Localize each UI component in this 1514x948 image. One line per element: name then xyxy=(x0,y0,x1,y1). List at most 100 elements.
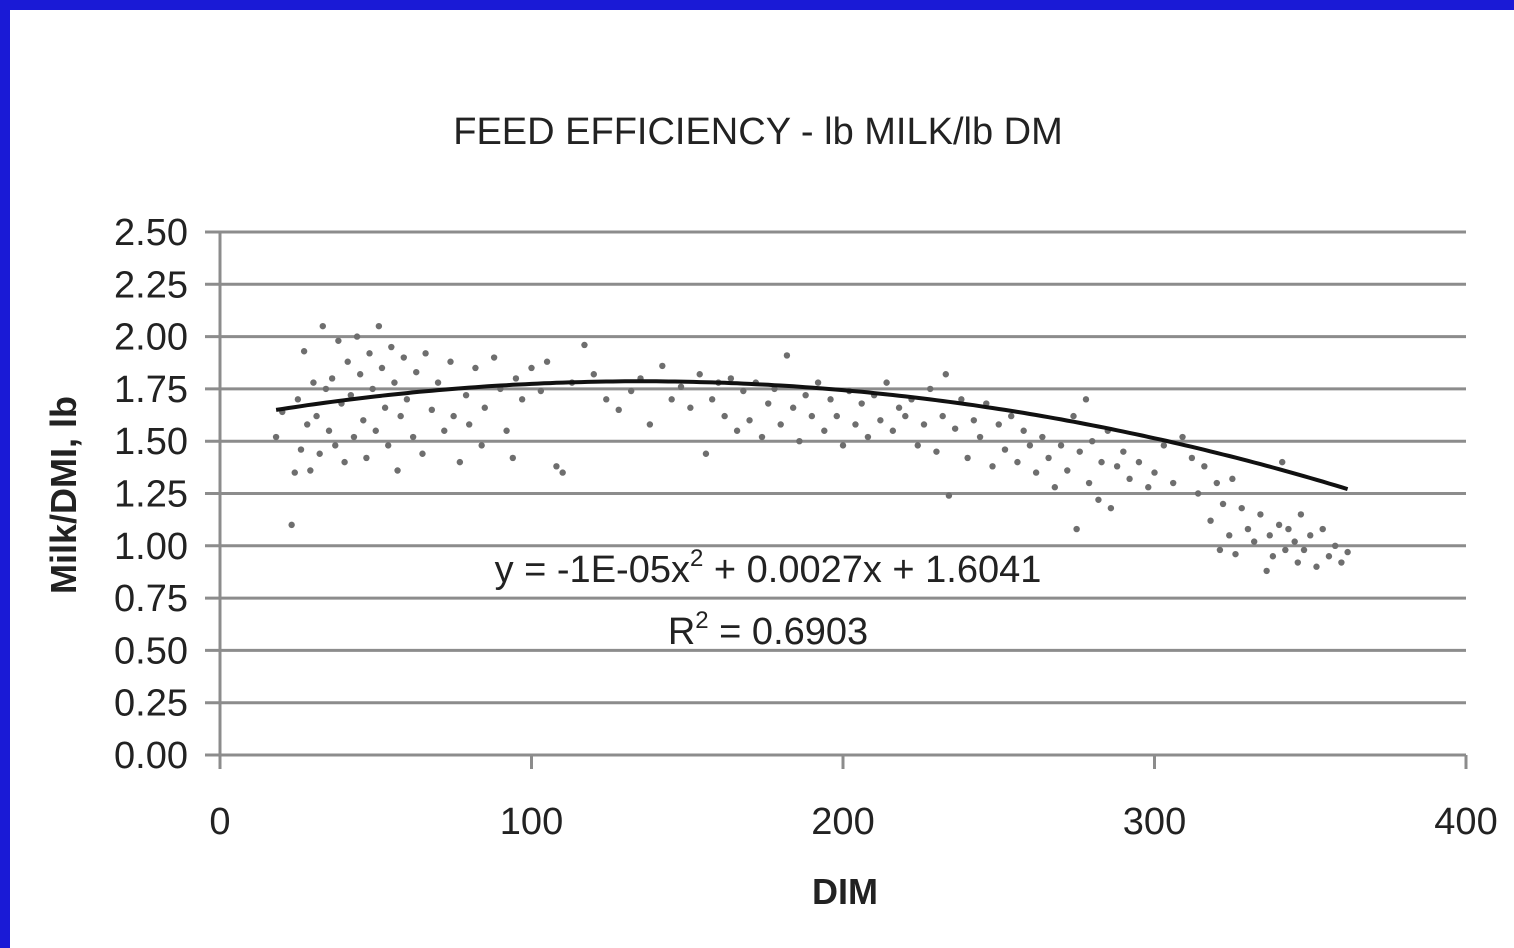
data-point xyxy=(503,427,510,434)
x-tick-label: 400 xyxy=(1434,801,1497,843)
data-point xyxy=(789,404,797,411)
x-tick-label: 100 xyxy=(500,801,563,843)
data-point xyxy=(877,417,884,424)
data-point xyxy=(397,412,404,420)
data-point xyxy=(1151,469,1158,476)
data-point xyxy=(1219,500,1227,508)
data-point xyxy=(1020,427,1027,434)
data-point xyxy=(702,450,710,457)
data-point xyxy=(360,417,367,424)
data-point xyxy=(394,467,401,474)
data-point xyxy=(1226,532,1233,539)
data-point xyxy=(332,442,339,449)
data-point xyxy=(335,337,342,344)
y-tick-labels: 0.00 0.25 0.50 0.75 1.00 1.25 1.50 1.75 2.00 2.25… xyxy=(114,212,188,777)
data-point xyxy=(353,333,361,340)
r2-rest: = 0.6903 xyxy=(709,611,869,653)
data-point xyxy=(478,442,485,449)
data-point xyxy=(895,404,903,411)
data-point xyxy=(381,404,389,411)
data-point xyxy=(976,433,984,441)
data-point xyxy=(450,412,457,420)
data-point xyxy=(363,454,370,462)
data-point xyxy=(777,421,784,428)
data-point xyxy=(771,385,778,393)
data-point xyxy=(1126,475,1133,483)
chart-title: FEED EFFICIENCY - lb MILK/lb DM xyxy=(453,111,1063,153)
gridlines xyxy=(205,230,1466,757)
data-point xyxy=(1089,438,1096,445)
data-point xyxy=(512,375,520,382)
data-point xyxy=(1263,567,1270,575)
data-point xyxy=(864,433,872,441)
data-point xyxy=(1095,496,1102,503)
data-point xyxy=(356,371,364,378)
chart-frame: FEED EFFICIENCY - lb MILK/lb DM 0.00 0.25… xyxy=(10,10,1514,948)
data-point xyxy=(687,404,694,411)
data-point xyxy=(366,350,373,357)
y-tick-label: 0.50 xyxy=(114,630,188,672)
data-point xyxy=(796,438,803,445)
data-point xyxy=(344,358,351,365)
data-point xyxy=(920,421,928,428)
data-point xyxy=(746,417,753,424)
data-point xyxy=(1297,511,1305,518)
r2-superscript: 2 xyxy=(695,607,708,634)
data-point xyxy=(481,404,488,411)
y-axis-label: Milk/DMI, lb xyxy=(43,396,84,594)
data-point xyxy=(1085,479,1093,487)
x-tick-label: 300 xyxy=(1123,801,1186,843)
data-point xyxy=(447,358,454,365)
data-point xyxy=(518,396,526,403)
data-point xyxy=(1026,442,1034,449)
data-point xyxy=(1282,546,1289,554)
data-point xyxy=(827,396,834,403)
data-point xyxy=(802,391,809,399)
data-point xyxy=(400,354,407,361)
x-tick-label: 200 xyxy=(811,801,874,843)
data-point xyxy=(466,421,473,428)
data-point xyxy=(322,385,330,393)
y-tick-label: 1.25 xyxy=(114,474,188,516)
y-tick-label: 1.00 xyxy=(114,526,188,568)
data-point xyxy=(1098,458,1105,466)
r-squared-label: R2 = 0.6903 xyxy=(668,607,868,653)
data-point xyxy=(528,364,535,372)
y-tick-label: 2.25 xyxy=(114,264,188,306)
data-point xyxy=(543,358,551,365)
data-point xyxy=(462,391,470,399)
data-point xyxy=(1082,396,1090,403)
data-point xyxy=(1160,442,1168,449)
data-point xyxy=(1039,433,1046,441)
data-point xyxy=(313,412,320,420)
data-point xyxy=(509,454,517,462)
data-point xyxy=(603,396,610,403)
data-point xyxy=(304,421,311,428)
equation-rest: + 0.0027x + 1.6041 xyxy=(703,549,1041,591)
data-point xyxy=(783,352,791,359)
data-point xyxy=(902,412,909,420)
data-point xyxy=(627,387,635,395)
data-point xyxy=(945,492,953,499)
data-point xyxy=(1307,532,1314,539)
data-point xyxy=(1045,454,1052,462)
data-point xyxy=(970,417,978,424)
data-point xyxy=(307,467,314,474)
data-point xyxy=(341,458,348,466)
data-point xyxy=(1257,511,1264,518)
x-tick-label: 0 xyxy=(209,801,230,843)
trendline xyxy=(275,379,1349,492)
data-point xyxy=(721,412,728,420)
data-point xyxy=(419,450,426,457)
data-point xyxy=(1338,559,1345,566)
data-point xyxy=(839,442,847,449)
data-point xyxy=(1113,463,1121,470)
data-point xyxy=(403,396,411,403)
data-point xyxy=(310,379,317,386)
data-point xyxy=(668,396,675,403)
data-point xyxy=(1076,448,1083,455)
data-point xyxy=(490,354,498,361)
data-point xyxy=(852,421,859,428)
x-axis-label: DIM xyxy=(812,871,878,912)
axes xyxy=(218,232,1468,769)
